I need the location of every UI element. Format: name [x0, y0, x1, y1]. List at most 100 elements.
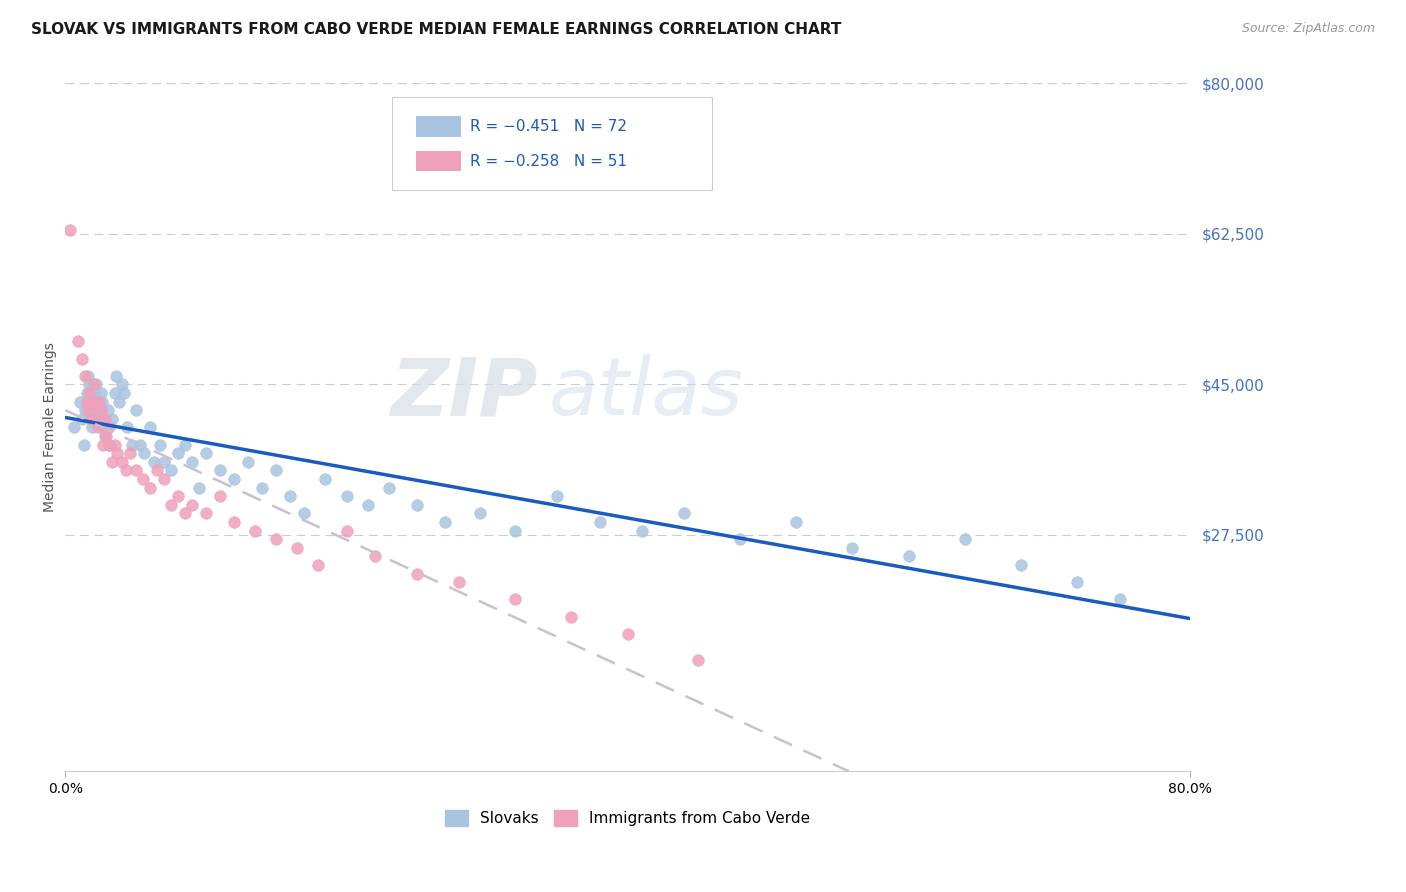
Point [89, 403, 111, 417]
Point [69, 394, 91, 409]
Point [181, 498, 204, 512]
Point [160, 498, 183, 512]
Legend: Slovaks, Immigrants from Cabo Verde: Slovaks, Immigrants from Cabo Verde [439, 805, 817, 832]
Point [83, 386, 105, 401]
Point [104, 437, 127, 451]
Point [728, 532, 751, 546]
Point [314, 472, 336, 486]
Point [76, 386, 98, 401]
Point [75, 368, 97, 383]
Point [139, 420, 162, 434]
Point [616, 627, 638, 641]
Point [115, 463, 138, 477]
Point [93, 412, 115, 426]
Point [82, 394, 104, 409]
Point [503, 524, 526, 538]
Point [90, 386, 112, 401]
Point [243, 524, 266, 538]
Point [377, 481, 399, 495]
Point [132, 472, 155, 486]
Point [686, 652, 709, 666]
Point [104, 386, 127, 401]
Text: SLOVAK VS IMMIGRANTS FROM CABO VERDE MEDIAN FEMALE EARNINGS CORRELATION CHART: SLOVAK VS IMMIGRANTS FROM CABO VERDE MED… [31, 22, 841, 37]
Point [111, 455, 134, 469]
Point [195, 446, 218, 460]
Point [195, 507, 218, 521]
Point [107, 446, 129, 460]
Point [167, 489, 190, 503]
Point [188, 481, 211, 495]
Point [953, 532, 976, 546]
Point [82, 420, 104, 434]
Point [98, 420, 121, 434]
Point [96, 429, 118, 443]
Point [87, 394, 110, 409]
Point [1066, 575, 1088, 590]
Point [90, 403, 112, 417]
Point [588, 515, 610, 529]
Point [468, 507, 491, 521]
Point [94, 412, 117, 426]
Point [785, 515, 807, 529]
Point [174, 507, 197, 521]
Point [125, 463, 148, 477]
Text: R = −0.451   N = 72: R = −0.451 N = 72 [470, 120, 627, 135]
Point [146, 463, 169, 477]
Point [77, 368, 100, 383]
Point [67, 334, 90, 349]
Point [292, 507, 315, 521]
Point [405, 498, 427, 512]
Point [94, 429, 117, 443]
Point [264, 532, 287, 546]
Point [160, 463, 183, 477]
Point [91, 394, 114, 409]
Point [630, 524, 652, 538]
Point [236, 455, 259, 469]
Point [209, 463, 232, 477]
Text: ZIP: ZIP [391, 354, 537, 432]
Point [98, 437, 121, 451]
Point [139, 481, 162, 495]
Point [77, 394, 100, 409]
Point [89, 394, 111, 409]
Point [134, 446, 156, 460]
Point [59, 222, 82, 236]
Point [114, 386, 136, 401]
Point [100, 437, 122, 451]
Point [105, 368, 128, 383]
Point [174, 437, 197, 451]
Point [83, 394, 105, 409]
Point [307, 558, 329, 572]
Point [117, 420, 139, 434]
Point [101, 412, 124, 426]
Point [209, 489, 232, 503]
Point [83, 377, 105, 392]
Point [143, 455, 166, 469]
Point [77, 403, 100, 417]
Point [87, 420, 110, 434]
Point [1108, 592, 1130, 607]
Point [75, 403, 97, 417]
Point [447, 575, 470, 590]
Point [897, 549, 920, 564]
Point [121, 437, 143, 451]
Point [335, 524, 357, 538]
Bar [416, 117, 461, 137]
Point [129, 437, 152, 451]
Point [149, 437, 172, 451]
Point [363, 549, 385, 564]
Text: atlas: atlas [548, 354, 744, 432]
Text: Source: ZipAtlas.com: Source: ZipAtlas.com [1241, 22, 1375, 36]
Y-axis label: Median Female Earnings: Median Female Earnings [44, 343, 58, 512]
Point [72, 412, 94, 426]
Point [108, 394, 131, 409]
Point [97, 420, 120, 434]
Point [153, 472, 176, 486]
Point [672, 507, 695, 521]
Point [120, 446, 142, 460]
Point [285, 541, 308, 555]
Point [73, 437, 96, 451]
Text: R = −0.258   N = 51: R = −0.258 N = 51 [470, 153, 627, 169]
Point [503, 592, 526, 607]
Point [72, 351, 94, 366]
